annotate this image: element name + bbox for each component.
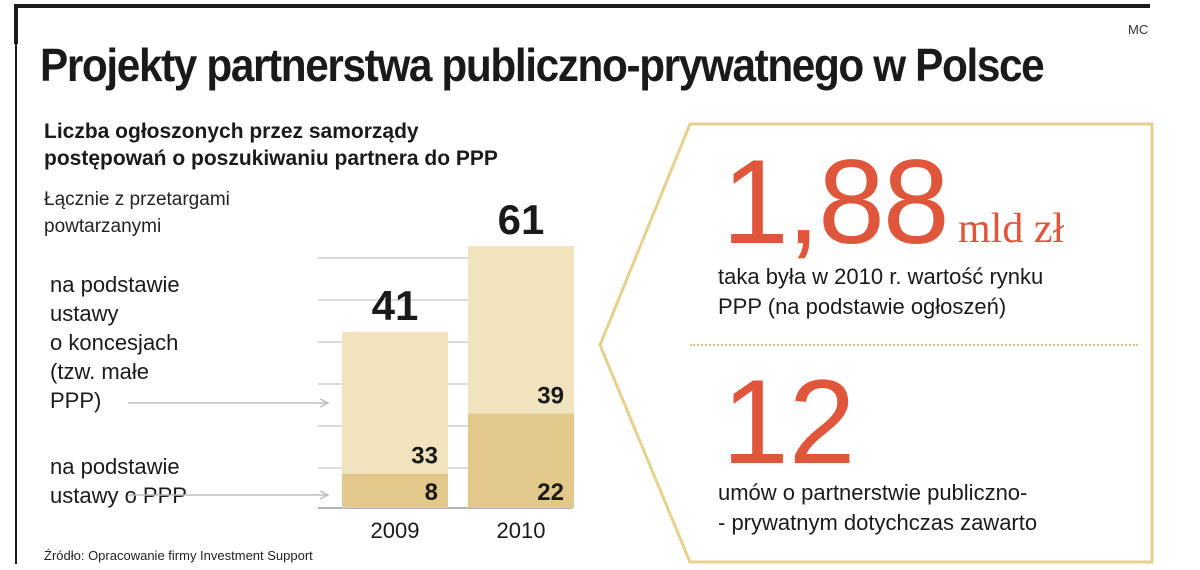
- legend-arrow-head: [319, 490, 330, 500]
- chart-subtitle-line-2: postępowań o poszukiwaniu partnera do PP…: [44, 147, 498, 170]
- contracts-count-description: umów o partnerstwie publiczno- - prywatn…: [718, 478, 1037, 538]
- segment-value-label: 39: [537, 383, 564, 410]
- stats-panel-border: [598, 122, 1154, 564]
- market-value-description-line-2: PPP (na podstawie ogłoszeń): [718, 294, 1007, 319]
- chart-note-line-1: Łącznie z przetargami: [44, 189, 230, 210]
- bar-segment: [468, 246, 574, 414]
- frame-left-line: [15, 44, 17, 564]
- stats-divider: [690, 344, 1138, 346]
- chart-note-line-2: powtarzanymi: [44, 216, 162, 237]
- contracts-count-description-line-1: umów o partnerstwie publiczno-: [718, 480, 1028, 505]
- market-value-unit: mld zł: [958, 206, 1065, 252]
- legend-concessions-line: (tzw. małe: [50, 359, 150, 384]
- segment-value-label: 33: [411, 443, 438, 470]
- bar-segment: [342, 473, 448, 508]
- bar-segment: [468, 413, 574, 508]
- bar-total-label: 61: [498, 196, 545, 243]
- segment-value-label: 22: [537, 479, 564, 506]
- legend-ppp-act-line: na podstawie: [50, 454, 180, 479]
- market-value-description-line-1: taka była w 2010 r. wartość rynku: [718, 264, 1044, 289]
- chart-note: Łącznie z przetargami powtarzanymi: [44, 186, 230, 240]
- legend-concessions-line: ustawy: [50, 301, 119, 326]
- frame-left-rule: [14, 4, 18, 44]
- stacked-bar-chart: 8 33 41 2009 22 39 61 2010: [128, 196, 574, 543]
- legend-arrow-head: [319, 398, 330, 408]
- contracts-count-description-line-2: - prywatnym dotychczas zawarto: [718, 510, 1038, 535]
- bar-total-label: 41: [372, 282, 419, 329]
- legend-ppp-act: na podstawie ustawy o PPP: [50, 452, 187, 510]
- x-tick-label: 2010: [497, 518, 546, 543]
- infographic-title: Projekty partnerstwa publiczno-prywatneg…: [40, 39, 1045, 91]
- market-value-description: taka była w 2010 r. wartość rynku PPP (n…: [718, 262, 1043, 322]
- chart-subtitle: Liczba ogłoszonych przez samorządy postę…: [44, 118, 498, 172]
- legend-concessions-line: na podstawie: [50, 272, 180, 297]
- legend-concessions-line: PPP): [50, 388, 102, 413]
- market-value-number: 1,88: [722, 135, 950, 269]
- frame-top-rule: [14, 4, 1150, 8]
- author-initials: MC: [1128, 22, 1149, 37]
- contracts-count-number: 12: [722, 355, 856, 489]
- source-note: Źródło: Opracowanie firmy Investment Sup…: [44, 548, 313, 563]
- chart-subtitle-line-1: Liczba ogłoszonych przez samorządy: [44, 120, 419, 143]
- bar-segment: [342, 331, 448, 474]
- x-tick-label: 2009: [371, 518, 420, 543]
- legend-concessions-line: o koncesjach: [50, 330, 179, 355]
- legend-concessions: na podstawie ustawy o koncesjach (tzw. m…: [50, 270, 180, 415]
- segment-value-label: 8: [425, 479, 438, 506]
